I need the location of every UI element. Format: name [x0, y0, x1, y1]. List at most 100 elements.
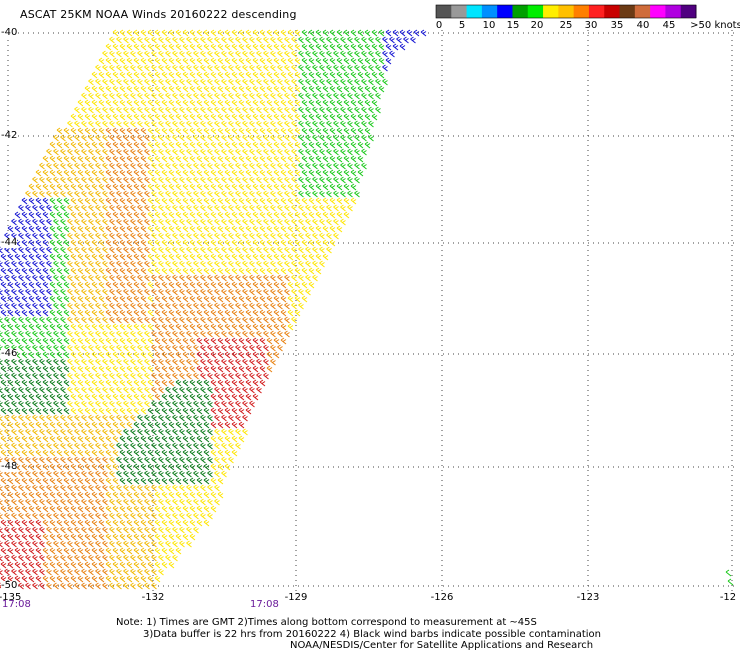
wind-barb [0, 260, 3, 268]
wind-barb [364, 57, 371, 65]
wind-barb [53, 372, 59, 380]
wind-barb [392, 43, 399, 51]
wind-barb [4, 568, 10, 576]
wind-barb [207, 50, 213, 58]
wind-barb [291, 106, 297, 114]
wind-barb [42, 281, 49, 289]
wind-barb [210, 71, 217, 79]
wind-barb [56, 575, 63, 583]
wind-barb [245, 113, 252, 121]
wind-barb [144, 386, 150, 394]
wind-barb [14, 253, 21, 261]
wind-barb [77, 183, 84, 191]
wind-barb [354, 176, 360, 184]
wind-barb [116, 344, 122, 352]
wind-barb [200, 428, 206, 436]
wind-barb [123, 162, 129, 170]
wind-barb [210, 323, 217, 331]
wind-barb [88, 260, 94, 268]
wind-barb [252, 309, 259, 317]
wind-barb [319, 106, 325, 114]
wind-barb [203, 169, 210, 177]
wind-barb [315, 155, 322, 163]
wind-barb [172, 274, 178, 282]
wind-barb [140, 519, 147, 527]
wind-barb [88, 134, 94, 142]
wind-barb [196, 323, 203, 331]
wind-barb [91, 337, 98, 345]
wind-barb [56, 337, 63, 345]
wind-barb [382, 64, 388, 72]
wind-barb [39, 512, 45, 520]
wind-barb [315, 239, 322, 247]
wind-barb [231, 337, 238, 345]
wind-barb [130, 330, 136, 338]
wind-barb [35, 519, 42, 527]
wind-barb [175, 477, 182, 485]
wind-barb [151, 246, 157, 254]
wind-barb [291, 50, 297, 58]
wind-barb [140, 239, 147, 247]
wind-barb [368, 78, 374, 86]
wind-barb [84, 225, 91, 233]
wind-barb [217, 183, 224, 191]
wind-barb [49, 295, 56, 303]
wind-barb [207, 512, 213, 520]
wind-barb [102, 428, 108, 436]
wind-barb [91, 141, 98, 149]
wind-barb [60, 386, 66, 394]
wind-barb [53, 134, 59, 142]
wind-barb [203, 29, 210, 37]
wind-barb [329, 29, 336, 37]
wind-barb [42, 519, 49, 527]
wind-barb [172, 442, 178, 450]
wind-barb [273, 337, 280, 345]
wind-barb [7, 477, 14, 485]
wind-barb [70, 323, 77, 331]
wind-barb [207, 372, 213, 380]
wind-barb [287, 253, 294, 261]
wind-barb [88, 218, 94, 226]
wind-barb [235, 358, 241, 366]
wind-barb [270, 316, 276, 324]
wind-barb [172, 484, 178, 492]
wind-barb [207, 246, 213, 254]
wind-barb [4, 358, 10, 366]
wind-barb [119, 491, 126, 499]
wind-barb [175, 435, 182, 443]
wind-barb [326, 36, 332, 44]
wind-barb [95, 344, 101, 352]
wind-barb [210, 127, 217, 135]
wind-barb [133, 337, 140, 345]
wind-barb [182, 309, 189, 317]
wind-barb [46, 484, 52, 492]
wind-barb [98, 85, 105, 93]
wind-barb [238, 267, 245, 275]
wind-barb [249, 204, 255, 212]
wind-barb [42, 477, 49, 485]
wind-barb [228, 330, 234, 338]
wind-barb [11, 274, 17, 282]
wind-barb [137, 36, 143, 44]
wind-barb [305, 274, 311, 282]
wind-barb [21, 547, 28, 555]
wind-barb [245, 281, 252, 289]
wind-barb [49, 379, 56, 387]
wind-barb [53, 288, 59, 296]
wind-barb [130, 428, 136, 436]
wind-barb [151, 64, 157, 72]
wind-barb [168, 491, 175, 499]
wind-barb [63, 435, 70, 443]
wind-barb [102, 344, 108, 352]
wind-barb [284, 120, 290, 128]
wind-barb [116, 554, 122, 562]
wind-barb [186, 428, 192, 436]
wind-barb [144, 260, 150, 268]
wind-barb [91, 351, 98, 359]
wind-barb [189, 323, 196, 331]
wind-barb [63, 281, 70, 289]
wind-barb [217, 309, 224, 317]
wind-barb [228, 302, 234, 310]
wind-barb [119, 267, 126, 275]
wind-barb [256, 92, 262, 100]
